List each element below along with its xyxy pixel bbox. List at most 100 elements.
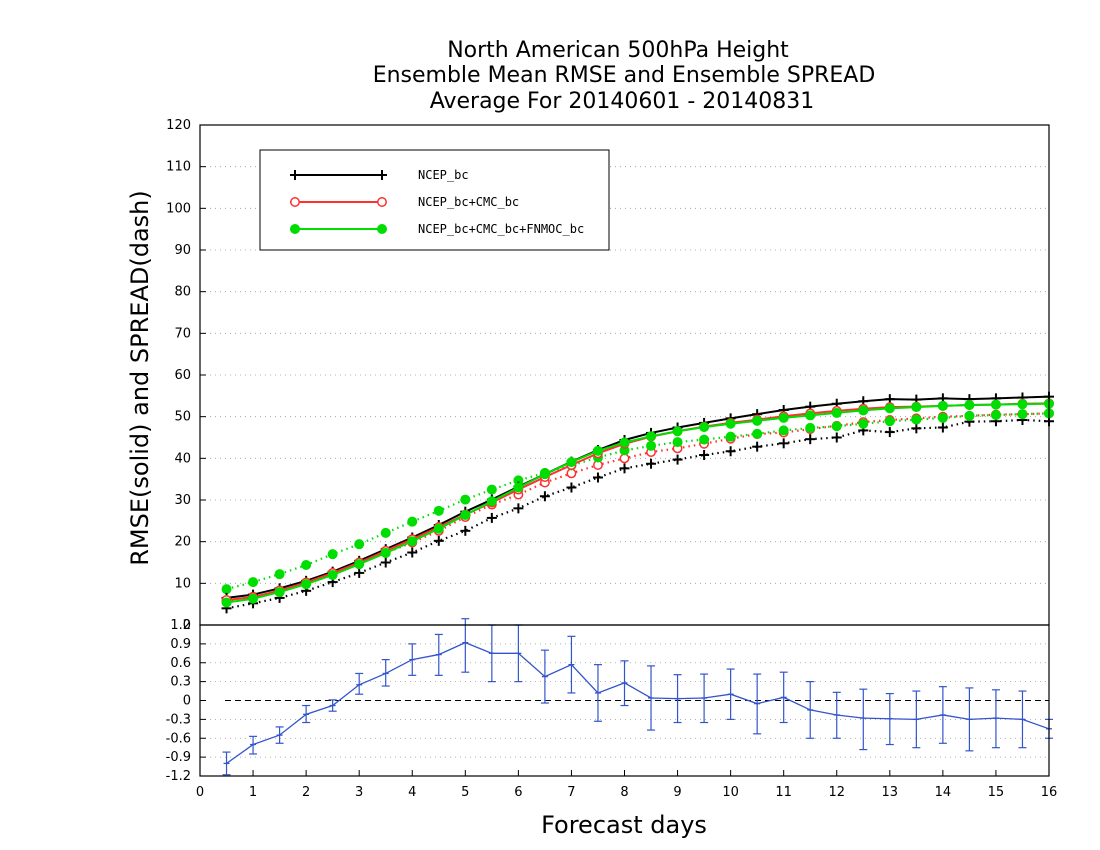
series-5-point-4: [327, 549, 338, 560]
top-ytick-label-10: 20: [174, 535, 191, 550]
series-3-point-8: [433, 535, 444, 546]
legend-marker-start-2: [290, 224, 300, 234]
series-3-point-11: [513, 503, 524, 514]
xtick-label-13: 13: [882, 785, 899, 800]
series-3-point-10: [486, 512, 497, 523]
xtick-label-16: 16: [1041, 785, 1058, 800]
series-3-point-19: [725, 446, 736, 457]
series-5-point-20: [752, 428, 763, 439]
series-2-point-12: [539, 469, 550, 480]
xtick-label-5: 5: [461, 785, 469, 800]
series-5-point-6: [380, 527, 391, 538]
bottom-panel-series: [222, 618, 1053, 776]
series-3-point-13: [566, 482, 577, 493]
bottom-ytick-label-1: 0.9: [170, 637, 191, 652]
legend-marker-start-1: [290, 197, 300, 207]
series-5-point-8: [433, 505, 444, 516]
xtick-label-14: 14: [935, 785, 952, 800]
series-3-point-23: [831, 432, 842, 443]
series-1-rmse: [221, 398, 1054, 605]
series-3-point-25: [884, 427, 895, 438]
bottom-ytick-label-0: 1.2: [170, 618, 191, 633]
legend-marker-end-2: [377, 224, 387, 234]
series-5-point-28: [964, 410, 975, 421]
series-5-point-7: [407, 516, 418, 527]
series-2-rmse: [221, 398, 1054, 608]
top-ytick-label-11: 10: [174, 576, 191, 591]
top-ytick-label-2: 100: [166, 201, 191, 216]
series-5-point-17: [672, 437, 683, 448]
bottom-ytick-label-2: 0.6: [170, 656, 191, 671]
series-5-point-0: [221, 584, 232, 595]
series-5-point-24: [858, 418, 869, 429]
series-5-point-9: [460, 494, 471, 505]
series-5-point-16: [646, 440, 657, 451]
series-3-point-16: [646, 458, 657, 469]
series-2-point-30: [1017, 399, 1028, 410]
series-5-point-27: [937, 412, 948, 423]
series-2-point-15: [619, 437, 630, 448]
legend: NCEP_bc NCEP_bc+CMC_bc NCEP_bc+CMC_bc+FNMO…: [259, 149, 610, 251]
series-5-point-30: [1017, 409, 1028, 420]
series-3-point-20: [752, 441, 763, 452]
top-ytick-label-12: 0: [183, 618, 191, 633]
series-2-point-6: [380, 547, 391, 558]
series-5-point-21: [778, 425, 789, 436]
series-3-point-6: [380, 557, 391, 568]
series-2-point-25: [884, 403, 895, 414]
series-2-point-3: [301, 579, 312, 590]
series-5-point-22: [805, 422, 816, 433]
x-axis: 0 1 2 3 4 5 6 7 8 9 10 11 12 13 14 15 16: [196, 770, 1057, 800]
series-5-point-11: [513, 475, 524, 486]
series-2-point-5: [354, 559, 365, 570]
chart-title-line-1: North American 500hPa Height: [447, 38, 789, 63]
series-4-line: [226, 412, 1050, 603]
legend-label-0: NCEP_bc: [418, 168, 469, 182]
series-3-point-15: [619, 463, 630, 474]
xtick-label-9: 9: [673, 785, 681, 800]
xtick-label-1: 1: [249, 785, 257, 800]
series-2-point-23: [831, 407, 842, 418]
xtick-label-7: 7: [567, 785, 575, 800]
legend-item-1: NCEP_bc+CMC_bc: [290, 195, 519, 209]
series-3-point-12: [539, 491, 550, 502]
series-2-point-22: [805, 410, 816, 421]
legend-box: [259, 149, 610, 251]
series-2-point-4: [327, 570, 338, 580]
xtick-label-11: 11: [775, 785, 792, 800]
top-ytick-label-6: 60: [174, 368, 191, 383]
top-ytick-label-3: 90: [174, 243, 191, 258]
series-3-point-5: [354, 567, 365, 578]
difference-series: [222, 618, 1053, 776]
series-3-point-22: [805, 434, 816, 445]
series-2-point-20: [752, 415, 763, 426]
top-ytick-label-1: 110: [166, 160, 191, 175]
xtick-label-2: 2: [302, 785, 310, 800]
series-2-point-1: [248, 593, 259, 604]
series-2-point-11: [513, 482, 524, 493]
series-2-point-10: [486, 496, 497, 507]
legend-label-2: NCEP_bc+CMC_bc+FNMOC_bc: [418, 222, 584, 236]
series-2-point-26: [911, 402, 922, 413]
series-5-point-26: [911, 414, 922, 425]
series-3-point-17: [672, 454, 683, 465]
top-ytick-label-4: 80: [174, 285, 191, 300]
series-3-point-9: [460, 525, 471, 536]
series-2-point-14: [592, 445, 603, 456]
series-2-point-8: [433, 523, 444, 534]
series-5-point-10: [486, 484, 497, 495]
bottom-ytick-label-4: 0: [183, 694, 191, 709]
series-2-point-28: [964, 400, 975, 410]
legend-item-2: NCEP_bc+CMC_bc+FNMOC_bc: [290, 222, 584, 236]
series-3-point-21: [778, 438, 789, 449]
series-5-point-1: [248, 577, 259, 588]
series-2-point-0: [221, 597, 232, 608]
top-ytick-label-5: 70: [174, 326, 191, 341]
top-ytick-label-0: 120: [166, 118, 191, 133]
legend-marker-end-1: [377, 197, 387, 207]
bottom-ytick-label-3: 0.3: [170, 675, 191, 690]
xtick-label-0: 0: [196, 785, 204, 800]
bottom-ytick-label-6: -0.6: [166, 731, 191, 746]
series-5-point-19: [725, 431, 736, 442]
